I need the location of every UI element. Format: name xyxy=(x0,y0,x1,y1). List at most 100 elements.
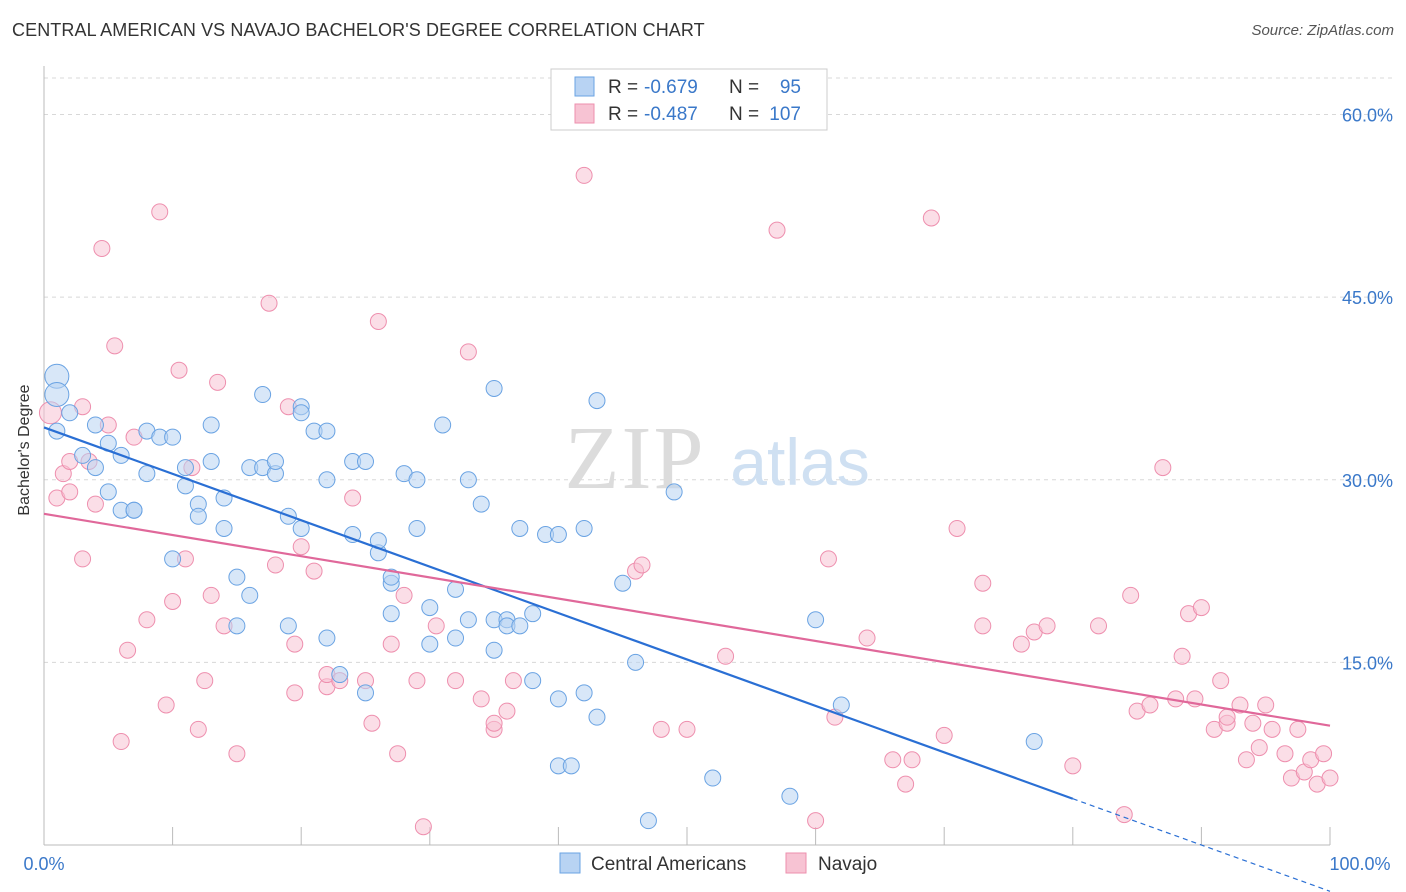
central-american-point xyxy=(189,507,207,525)
navajo-point xyxy=(935,726,953,744)
navajo-point xyxy=(292,538,310,556)
central-american-point xyxy=(86,459,104,477)
navajo-point xyxy=(260,294,278,312)
y-tick-label: 15.0% xyxy=(1342,653,1393,673)
central-american-point xyxy=(408,471,426,489)
navajo-point xyxy=(189,720,207,738)
central-american-point xyxy=(382,605,400,623)
central-american-point xyxy=(459,611,477,629)
central-american-point xyxy=(86,416,104,434)
central-american-point xyxy=(228,617,246,635)
navajo-point xyxy=(1173,647,1191,665)
central-american-point xyxy=(357,684,374,702)
navajo-point xyxy=(202,586,220,604)
tick-labels: 15.0% 30.0% 45.0% 60.0% 0.0% 100.0% xyxy=(23,106,1393,874)
central-american-point xyxy=(421,635,439,653)
navajo-point xyxy=(498,702,516,720)
navajo-point xyxy=(266,556,284,574)
stats-n-value-2: 107 xyxy=(769,104,801,125)
navajo-point xyxy=(1218,708,1236,726)
stats-legend-box xyxy=(550,68,828,131)
central-american-point xyxy=(61,404,79,422)
stats-n-label-2: N = xyxy=(729,104,759,125)
navajo-point xyxy=(1192,599,1210,617)
stats-r-label-2: R = xyxy=(608,104,638,125)
navajo-point xyxy=(858,629,876,647)
watermark-atlas: atlas xyxy=(730,425,869,499)
central-american-point xyxy=(421,599,439,617)
central-american-point xyxy=(176,459,194,477)
navajo-point xyxy=(974,574,992,592)
central-american-point xyxy=(575,684,593,702)
navajo-point xyxy=(1212,672,1230,690)
navajo-point xyxy=(575,166,593,184)
chart-title: CENTRAL AMERICAN VS NAVAJO BACHELOR'S DE… xyxy=(12,20,705,40)
navajo-point xyxy=(61,483,79,501)
central-american-point xyxy=(318,422,336,440)
navajo-point xyxy=(974,617,992,635)
central-american-point xyxy=(202,416,220,434)
central-american-point xyxy=(511,519,529,537)
navajo-point xyxy=(1154,459,1172,477)
central-american-point xyxy=(549,526,567,544)
stats-n-label-1: N = xyxy=(729,77,759,98)
central-american-point xyxy=(588,392,606,410)
grid-layer xyxy=(44,77,1395,663)
navajo-point xyxy=(717,647,735,665)
navajo-point xyxy=(164,593,182,611)
navajo-point xyxy=(1038,617,1056,635)
y-tick-label: 30.0% xyxy=(1342,471,1393,491)
navajo-point xyxy=(170,361,188,379)
central-american-point xyxy=(807,611,825,629)
navajo-point xyxy=(485,714,503,732)
navajo-point xyxy=(382,635,400,653)
central-american-point xyxy=(164,428,182,446)
navajo-trend-line xyxy=(43,512,1331,727)
stats-legend: R = -0.679 N = 95 R = -0.487 N = 107 xyxy=(550,68,828,131)
legend-label-navajo: Navajo xyxy=(818,854,877,875)
central-american-point xyxy=(344,526,362,544)
navajo-point xyxy=(1122,586,1140,604)
navajo-point xyxy=(228,745,246,763)
navajo-point xyxy=(459,343,477,361)
central-american-point xyxy=(704,769,722,787)
watermark: ZIP atlas xyxy=(565,409,870,508)
navajo-point xyxy=(1012,635,1030,653)
x-tick-label: 0.0% xyxy=(23,854,64,874)
navajo-point xyxy=(1064,757,1082,775)
central-american-point xyxy=(228,568,246,586)
central-american-point xyxy=(318,471,336,489)
central-american-point xyxy=(357,453,374,470)
navajo-point xyxy=(948,519,966,537)
navajo-point xyxy=(678,720,696,738)
navajo-point xyxy=(286,635,304,653)
central-american-point xyxy=(138,465,156,483)
navajo-point xyxy=(1231,696,1249,714)
navajo-point xyxy=(504,672,522,690)
stats-r-value-1: -0.679 xyxy=(644,77,698,98)
central-american-point xyxy=(627,653,645,671)
central-american-point xyxy=(125,501,143,519)
navajo-point xyxy=(427,617,445,635)
central-american-point xyxy=(614,574,632,592)
navajo-point xyxy=(112,733,130,751)
central-american-point xyxy=(588,708,606,726)
navajo-point xyxy=(1090,617,1108,635)
navajo-point xyxy=(363,714,381,732)
navajo-point xyxy=(819,550,837,568)
central-american-point xyxy=(434,416,452,434)
central-american-trend-line xyxy=(43,426,1074,800)
navajo-point xyxy=(472,690,490,708)
central-american-point xyxy=(562,757,580,775)
y-tick-label: 60.0% xyxy=(1342,106,1393,126)
navajo-point xyxy=(922,209,940,227)
central-american-point xyxy=(485,379,503,397)
x-tick-label: 100.0% xyxy=(1329,854,1390,874)
central-american-point xyxy=(575,519,593,537)
navajo-point xyxy=(807,812,825,830)
navajo-point xyxy=(447,672,465,690)
navajo-point xyxy=(633,556,651,574)
central-american-point xyxy=(485,641,503,659)
source-label: Source: ZipAtlas.com xyxy=(1251,22,1394,39)
